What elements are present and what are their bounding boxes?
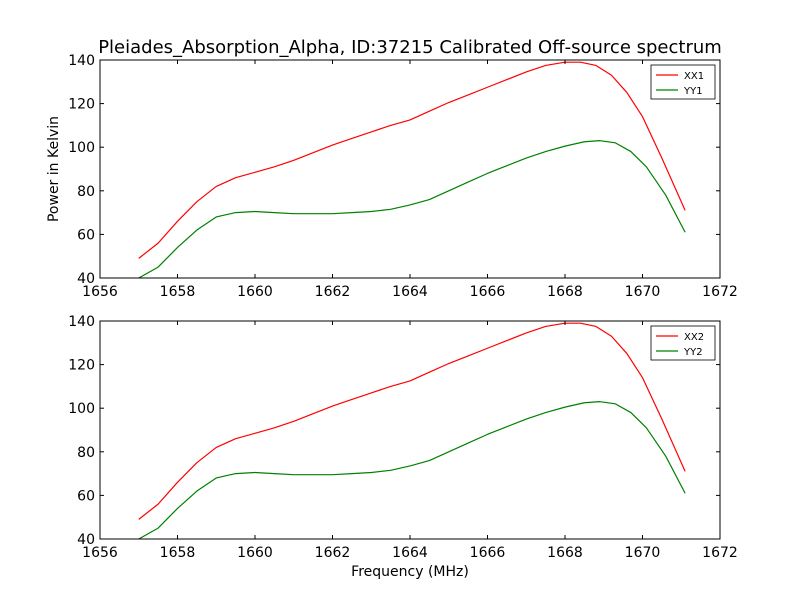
series-line-xx2 [138,322,686,520]
series-line-yy1 [138,140,686,278]
figure-title: Pleiades_Absorption_Alpha, ID:37215 Cali… [98,37,722,58]
x-tick-label: 1666 [470,284,506,300]
y-tick-label: 140 [68,314,95,330]
y-tick-label: 40 [77,271,95,287]
x-tick-label: 1656 [82,545,118,561]
y-tick-label: 140 [68,53,95,69]
series-line-yy2 [138,401,686,539]
x-tick-label: 1658 [160,284,196,300]
legend-label: YY2 [683,347,703,358]
x-tick-label: 1666 [470,545,506,561]
legend-box [650,64,716,100]
y-tick-label: 60 [77,488,95,504]
legend-box [650,325,716,361]
x-tick-label: 1656 [82,284,118,300]
x-tick-label: 1662 [315,545,351,561]
x-tick-label: 1658 [160,545,196,561]
panels: 1656 1658 1660 1662 1664 1666 1668 1670 1672 40 60… [46,53,738,580]
x-axis-label: Frequency (MHz) [351,564,469,580]
x-tick-label: 1664 [392,284,428,300]
y-tick-label: 100 [68,401,95,417]
y-tick-label: 40 [77,532,95,548]
panel-2: 1656 1658 1660 1662 1664 1666 1668 1670 1672 40 60… [68,314,738,580]
panel-1: 1656 1658 1660 1662 1664 1666 1668 1670 1672 40 60… [46,53,738,300]
y-axis-label: Power in Kelvin [46,116,62,222]
x-tick-label: 1672 [702,545,738,561]
x-tick-label: 1664 [392,545,428,561]
y-tick-label: 120 [68,97,95,113]
x-tick-label: 1668 [547,284,583,300]
legend-label: XX1 [684,71,704,82]
y-tick-label: 80 [77,184,95,200]
y-tick-label: 80 [77,445,95,461]
x-tick-label: 1660 [237,284,273,300]
x-tick-label: 1660 [237,545,273,561]
series-line-xx1 [138,61,686,259]
x-tick-label: 1670 [625,545,661,561]
y-tick-label: 60 [77,227,95,243]
y-tick-label: 120 [68,358,95,374]
y-tick-label: 100 [68,140,95,156]
x-tick-label: 1668 [547,545,583,561]
x-tick-label: 1672 [702,284,738,300]
x-tick-label: 1670 [625,284,661,300]
legend-label: YY1 [683,86,703,97]
legend-label: XX2 [684,332,704,343]
x-tick-label: 1662 [315,284,351,300]
